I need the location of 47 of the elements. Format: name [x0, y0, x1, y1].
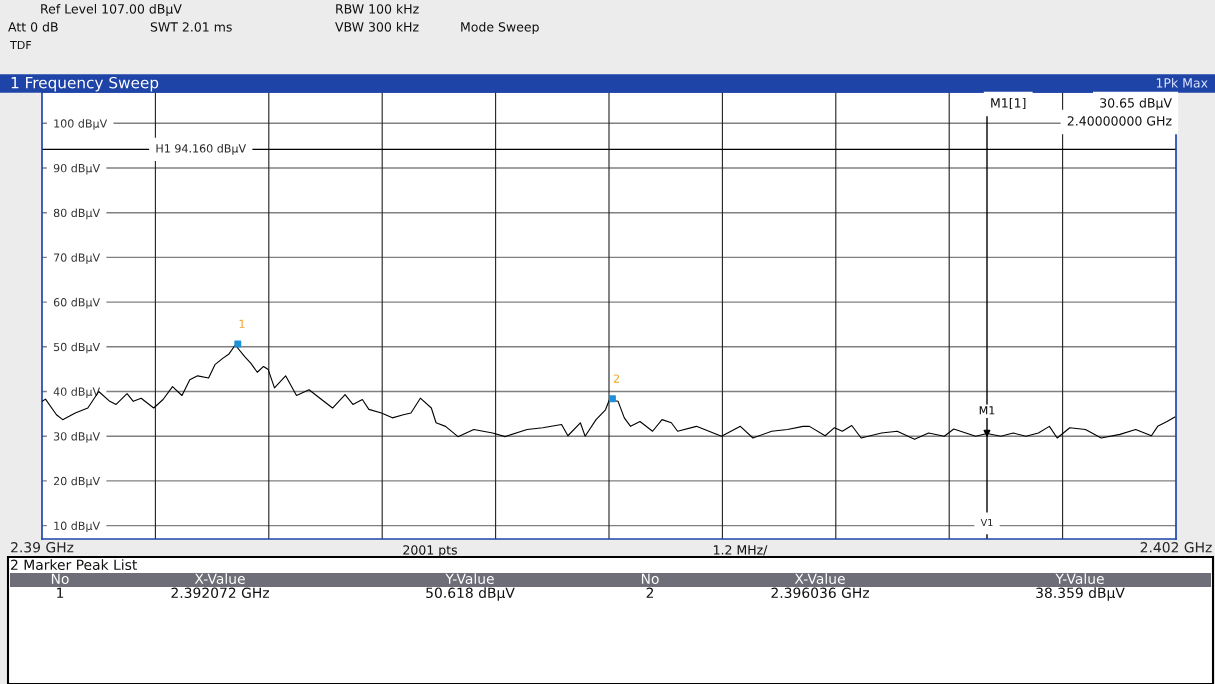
point — [608, 395, 616, 403]
y-tick-label: 20 dBμV — [53, 476, 101, 488]
text: TDF — [9, 40, 32, 50]
text: Ref Level 107.00 dBμV — [41, 3, 182, 17]
y-tick-label: 70 dBμV — [54, 253, 101, 264]
text: 1 — [57, 587, 64, 598]
text: RBW 100 kHz — [336, 3, 419, 14]
text: 2.396036 GHz — [771, 587, 869, 599]
y-tick-label: 30 dBμV — [53, 431, 101, 443]
y-tick-label: 80 dBμV — [53, 208, 101, 220]
text: No — [641, 573, 659, 585]
text: X-Value — [794, 573, 845, 585]
text: SWT 2.01 ms — [150, 22, 232, 32]
text: 2 — [646, 587, 654, 598]
y-tick-label: 50 dBμV — [53, 342, 101, 354]
text: 38.359 dBμV — [1036, 587, 1125, 601]
annotation: 2.40000000 GHz — [1067, 116, 1172, 126]
x-tick-label: 2.402 GHz — [1140, 542, 1212, 553]
y-tick-label: 40 dBμV — [53, 387, 101, 399]
text: Att 0 dB — [8, 21, 58, 32]
text: X-Value — [194, 573, 245, 585]
text: No — [51, 573, 69, 585]
chart-title: 1 Frequency Sweep — [11, 76, 159, 92]
text: 50.618 dBμV — [426, 587, 515, 601]
y-tick-label: 10 dBμV — [54, 521, 101, 533]
text: Y-Value — [1055, 573, 1104, 585]
text: 1Pk Max — [1156, 77, 1208, 88]
y-tick-label: 100 dBμV — [54, 119, 108, 130]
ref-line-label: V1 — [980, 518, 993, 527]
y-tick-label: 90 dBμV — [53, 163, 101, 175]
ref-line-label: H1 94.160 dBμV — [156, 144, 247, 155]
point — [234, 340, 242, 348]
text: Y-Value — [445, 573, 494, 585]
text: 2001 pts — [403, 545, 457, 558]
annotation: 2 — [613, 374, 619, 383]
text: Mode Sweep — [461, 21, 539, 35]
annotation: 30.65 dBμV — [1100, 97, 1172, 111]
point — [983, 429, 991, 437]
text: 1.2 MHz/ — [713, 545, 768, 556]
annotation: M1 — [979, 406, 995, 415]
x-tick-label: 2.39 GHz — [11, 542, 74, 553]
text: VBW 300 kHz — [335, 21, 419, 32]
annotation: M1[1] — [991, 97, 1026, 110]
y-tick-label: 60 dBμV — [53, 297, 101, 309]
annotation: 1 — [239, 319, 245, 328]
text: 2 Marker Peak List — [11, 559, 137, 571]
text: 2.392072 GHz — [171, 587, 269, 599]
